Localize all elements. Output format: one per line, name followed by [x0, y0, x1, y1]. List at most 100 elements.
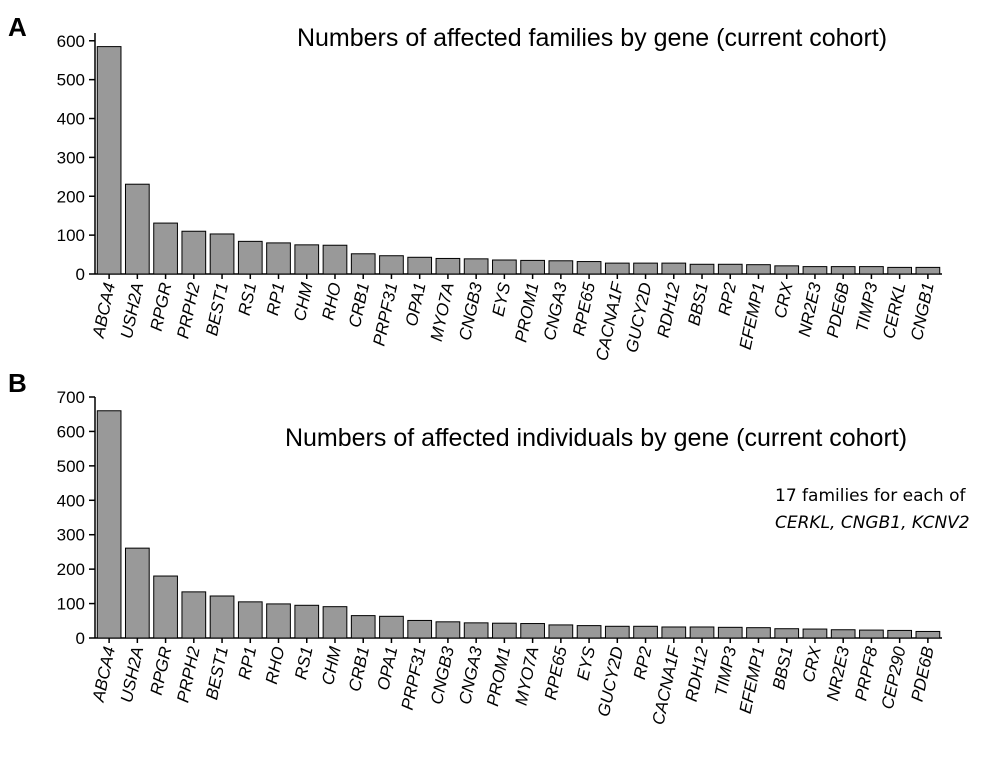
bar	[181, 591, 207, 639]
bar	[859, 629, 884, 639]
x-tick-label: CHM	[318, 644, 345, 687]
bar	[463, 258, 489, 275]
y-tick-label: 400	[57, 491, 85, 510]
bar	[887, 629, 913, 639]
x-tick-label: PRPH2	[173, 644, 203, 704]
bar	[548, 260, 574, 275]
bar	[633, 262, 658, 275]
y-tick-label: 200	[57, 187, 85, 206]
x-tick-label: CNGB3	[455, 280, 486, 342]
bar	[322, 606, 348, 639]
x-tick-label: RHO	[318, 281, 344, 322]
chart-title: Numbers of affected families by gene (cu…	[297, 24, 887, 52]
bar	[746, 627, 771, 639]
bar	[153, 575, 178, 639]
bar	[379, 615, 404, 639]
bar	[237, 601, 263, 639]
bar	[548, 624, 574, 639]
x-tick-label: CNGB3	[427, 644, 458, 706]
bar	[520, 623, 545, 639]
x-tick-label: OPA1	[374, 645, 402, 692]
x-tick-label: CNGB1	[907, 281, 938, 342]
x-tick-label: GUCY2D	[622, 281, 655, 354]
chart-title: Numbers of affected individuals by gene …	[285, 424, 907, 452]
bar	[915, 630, 941, 639]
bar	[802, 266, 828, 275]
x-tick-label: PDE6B	[823, 281, 853, 339]
x-tick-label: CRX	[771, 280, 797, 320]
bar	[492, 622, 517, 639]
bar	[576, 261, 602, 275]
bar	[407, 256, 433, 275]
x-tick-label: TIMP3	[711, 644, 740, 697]
x-tick-label: CNGA3	[540, 280, 571, 342]
bar	[124, 183, 150, 275]
bar	[96, 46, 122, 275]
bar	[209, 233, 235, 275]
bar	[435, 621, 461, 639]
x-tick-label: USH2A	[117, 645, 147, 704]
bar	[181, 230, 207, 275]
bar	[294, 244, 320, 275]
bar	[237, 240, 263, 275]
y-tick-label: 300	[57, 526, 85, 545]
bar	[633, 625, 658, 639]
x-tick-label: USH2A	[117, 281, 147, 340]
y-tick-label: 200	[57, 560, 85, 579]
x-tick-label: CRB1	[345, 281, 373, 329]
bar	[774, 265, 800, 275]
bar	[746, 264, 771, 275]
y-tick-label: 500	[57, 457, 85, 476]
bar	[153, 222, 178, 275]
x-tick-label: RDH12	[654, 280, 684, 339]
x-tick-label: MYO7A	[427, 281, 458, 343]
y-tick-label: 700	[57, 388, 85, 407]
bar	[96, 410, 122, 639]
y-tick-label: 100	[57, 595, 85, 614]
bar	[492, 259, 517, 275]
x-tick-label: PRPH2	[173, 280, 203, 340]
annotation: CERKL, CNGB1, KCNV2	[775, 513, 970, 533]
x-tick-label: EYS	[489, 280, 515, 318]
x-tick-label: BBS1	[684, 281, 712, 327]
bar	[350, 253, 376, 275]
x-tick-label: ABCA4	[89, 281, 119, 340]
x-tick-label: RP2	[715, 280, 741, 317]
bar	[689, 263, 715, 275]
x-tick-label: RP1	[263, 281, 288, 317]
bar	[294, 604, 320, 639]
bar	[266, 242, 291, 275]
bar	[661, 626, 687, 639]
x-tick-label: RHO	[262, 645, 288, 686]
x-tick-label: RPE65	[569, 280, 599, 337]
bar	[859, 266, 884, 275]
x-tick-label: EFEMP1	[736, 645, 769, 715]
bar	[435, 257, 461, 275]
bar	[689, 626, 715, 639]
x-tick-label: CRB1	[345, 645, 373, 693]
x-tick-label: CEP290	[878, 644, 910, 710]
bar	[604, 625, 630, 639]
y-tick-label: 500	[57, 71, 85, 90]
y-tick-label: 0	[76, 629, 85, 648]
x-tick-label: ABCA4	[89, 645, 119, 704]
y-tick-label: 100	[57, 226, 85, 245]
bar	[266, 603, 291, 639]
x-tick-label: OPA1	[402, 281, 430, 328]
y-tick-label: 0	[76, 265, 85, 284]
bar	[520, 259, 545, 275]
x-tick-label: RP1	[235, 645, 260, 681]
bar	[124, 547, 150, 639]
y-tick-label: 400	[57, 110, 85, 129]
x-tick-label: PROM1	[483, 645, 514, 708]
x-tick-label: CERKL	[879, 281, 909, 340]
bar	[802, 628, 828, 639]
x-tick-label: PRPF8	[851, 644, 881, 702]
bar	[830, 266, 856, 275]
panel-label: B	[8, 368, 27, 398]
bar	[887, 266, 913, 275]
bar	[379, 255, 404, 275]
x-tick-label: CRX	[799, 644, 825, 684]
bar	[576, 625, 602, 639]
